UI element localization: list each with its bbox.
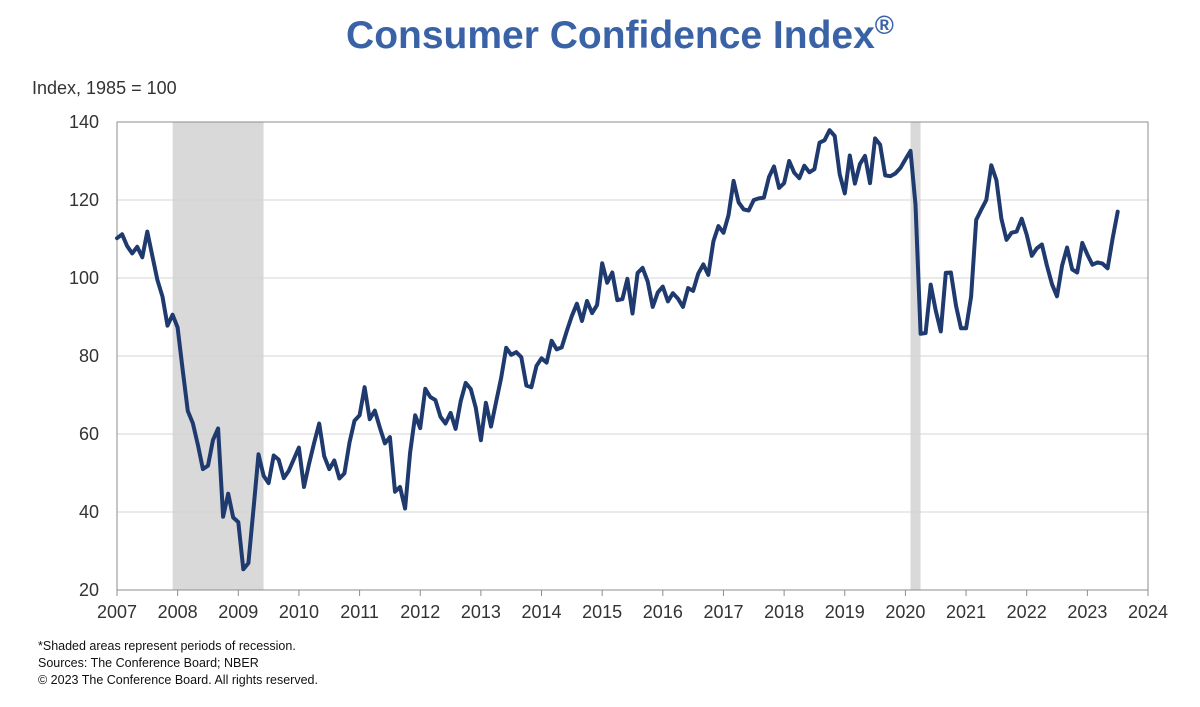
chart-title: Consumer Confidence Index®: [0, 10, 1200, 58]
x-tick-label: 2019: [825, 602, 865, 622]
footnotes: *Shaded areas represent periods of reces…: [38, 638, 318, 689]
series-line: [115, 128, 1120, 572]
y-tick-label: 80: [79, 346, 99, 366]
plot-frame: [116, 121, 1149, 591]
x-tick-label: 2014: [522, 602, 562, 622]
x-tick-label: 2023: [1067, 602, 1107, 622]
chart-title-text: Consumer Confidence Index: [346, 14, 875, 57]
y-tick-label: 60: [79, 424, 99, 444]
x-axis-ticks: 2007 2008 2009 2010 2011 2012 2013 2014 2015 2016…: [97, 590, 1168, 622]
y-tick-label: 40: [79, 502, 99, 522]
y-axis-unit-label: Index, 1985 = 100: [32, 78, 177, 98]
x-tick-label: 2013: [461, 602, 501, 622]
x-tick-label: 2009: [218, 602, 258, 622]
registered-mark: ®: [874, 10, 894, 40]
x-tick-label: 2011: [340, 602, 379, 622]
y-tick-label: 100: [69, 268, 99, 288]
x-tick-label: 2007: [97, 602, 137, 622]
x-tick-label: 2017: [703, 602, 743, 622]
x-tick-label: 2015: [582, 602, 622, 622]
y-axis-ticks: 20 40 60 80 100 120 140: [69, 112, 99, 600]
x-tick-label: 2021: [946, 602, 986, 622]
y-tick-label: 120: [69, 190, 99, 210]
x-tick-label: 2020: [885, 602, 925, 622]
x-tick-label: 2022: [1007, 602, 1047, 622]
x-tick-label: 2016: [643, 602, 683, 622]
x-tick-label: 2010: [279, 602, 319, 622]
sources-note: Sources: The Conference Board; NBER: [38, 656, 259, 670]
recession-note: *Shaded areas represent periods of reces…: [38, 639, 296, 653]
x-tick-label: 2018: [764, 602, 804, 622]
y-tick-label: 140: [69, 112, 99, 132]
gridlines: [117, 199, 1148, 513]
x-tick-label: 2012: [400, 602, 440, 622]
copyright-note: © 2023 The Conference Board. All rights …: [38, 673, 318, 687]
x-tick-label: 2008: [158, 602, 198, 622]
y-tick-label: 20: [79, 580, 99, 600]
x-tick-label: 2024: [1128, 602, 1168, 622]
